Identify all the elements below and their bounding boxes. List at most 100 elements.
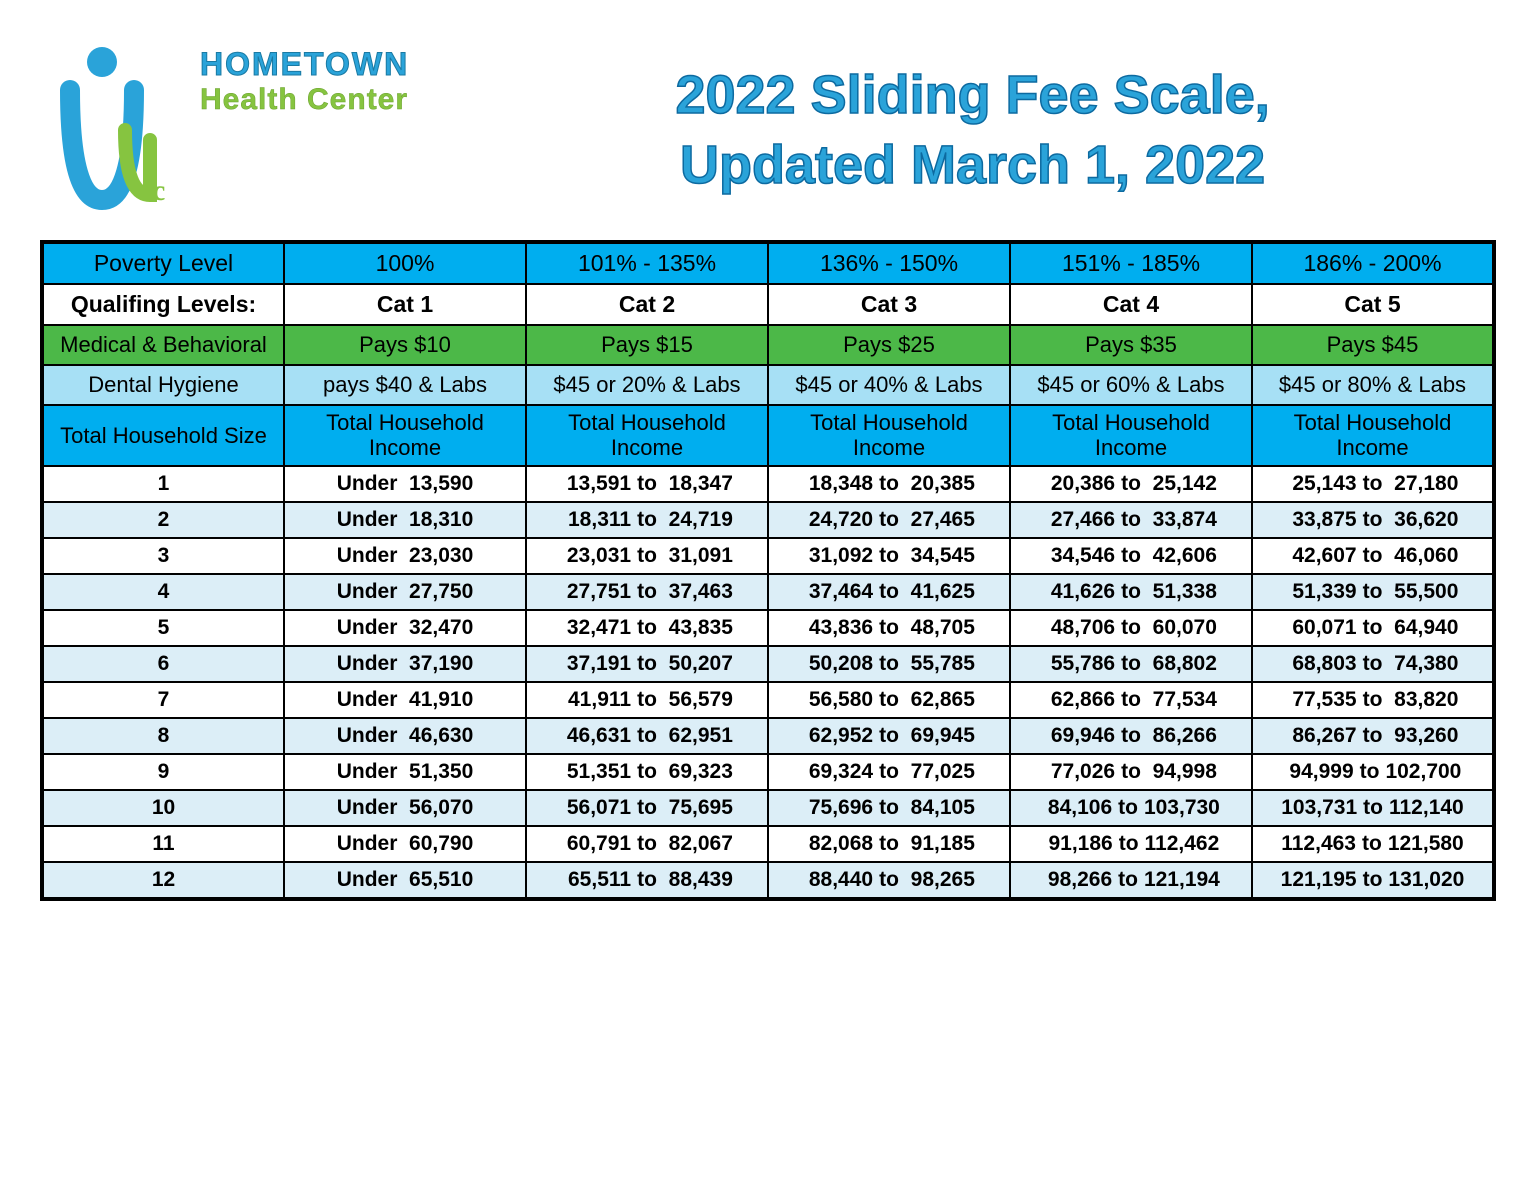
page-header: c HOMETOWN Health Center 2022 Sliding Fe…	[40, 40, 1496, 210]
svg-text:c: c	[152, 174, 165, 207]
income-under-cell: Under 41,910	[284, 682, 526, 718]
income-range-cell: 18,348to20,385	[768, 466, 1010, 502]
household-size-cell: 5	[42, 610, 284, 646]
income-range-cell: 65,511to88,439	[526, 862, 768, 899]
income-under-cell: Under 65,510	[284, 862, 526, 899]
table-row: 2Under 18,31018,311to24,71924,720to27,46…	[42, 502, 1494, 538]
qual-c3: Cat 3	[768, 284, 1010, 325]
income-range-cell: 121,195to131,020	[1252, 862, 1494, 899]
table-row: 1Under 13,59013,591to18,34718,348to20,38…	[42, 466, 1494, 502]
table-row: 12Under 65,51065,511to88,43988,440to98,2…	[42, 862, 1494, 899]
income-range-cell: 84,106to103,730	[1010, 790, 1252, 826]
qual-c4: Cat 4	[1010, 284, 1252, 325]
income-hdr-4: Total Household Income	[1010, 405, 1252, 466]
income-range-cell: 60,071to64,940	[1252, 610, 1494, 646]
income-hdr-5: Total Household Income	[1252, 405, 1494, 466]
income-hdr-1: Total Household Income	[284, 405, 526, 466]
income-range-cell: 91,186to112,462	[1010, 826, 1252, 862]
income-under-cell: Under 32,470	[284, 610, 526, 646]
income-range-cell: 24,720to27,465	[768, 502, 1010, 538]
income-range-cell: 37,464to41,625	[768, 574, 1010, 610]
poverty-c5: 186% - 200%	[1252, 242, 1494, 284]
income-range-cell: 18,311to24,719	[526, 502, 768, 538]
income-range-cell: 69,946to86,266	[1010, 718, 1252, 754]
income-range-cell: 33,875to36,620	[1252, 502, 1494, 538]
dental-c4: $45 or 60% & Labs	[1010, 365, 1252, 405]
income-range-cell: 41,626to51,338	[1010, 574, 1252, 610]
dental-c3: $45 or 40% & Labs	[768, 365, 1010, 405]
poverty-c1: 100%	[284, 242, 526, 284]
income-range-cell: 60,791to82,067	[526, 826, 768, 862]
poverty-c3: 136% - 150%	[768, 242, 1010, 284]
dental-c1: pays $40 & Labs	[284, 365, 526, 405]
income-under-cell: Under 23,030	[284, 538, 526, 574]
income-range-cell: 51,351to69,323	[526, 754, 768, 790]
household-size-cell: 12	[42, 862, 284, 899]
income-under-cell: Under 37,190	[284, 646, 526, 682]
poverty-level-label: Poverty Level	[42, 242, 284, 284]
income-range-cell: 34,546to42,606	[1010, 538, 1252, 574]
income-range-cell: 62,866to77,534	[1010, 682, 1252, 718]
med-c5: Pays $45	[1252, 325, 1494, 365]
med-c3: Pays $25	[768, 325, 1010, 365]
page-title: 2022 Sliding Fee Scale, Updated March 1,…	[449, 40, 1496, 200]
title-line1: 2022 Sliding Fee Scale,	[449, 60, 1496, 130]
table-row: 3Under 23,03023,031to31,09131,092to34,54…	[42, 538, 1494, 574]
income-range-cell: 112,463to121,580	[1252, 826, 1494, 862]
table-row: 5Under 32,47032,471to43,83543,836to48,70…	[42, 610, 1494, 646]
income-range-cell: 77,026to94,998	[1010, 754, 1252, 790]
row-dental-hygiene: Dental Hygiene pays $40 & Labs $45 or 20…	[42, 365, 1494, 405]
income-range-cell: 88,440to98,265	[768, 862, 1010, 899]
poverty-c2: 101% - 135%	[526, 242, 768, 284]
income-under-cell: Under 13,590	[284, 466, 526, 502]
household-size-cell: 2	[42, 502, 284, 538]
income-range-cell: 68,803to74,380	[1252, 646, 1494, 682]
income-under-cell: Under 60,790	[284, 826, 526, 862]
income-under-cell: Under 46,630	[284, 718, 526, 754]
income-range-cell: 75,696to84,105	[768, 790, 1010, 826]
household-size-cell: 6	[42, 646, 284, 682]
income-range-cell: 48,706to60,070	[1010, 610, 1252, 646]
dental-c2: $45 or 20% & Labs	[526, 365, 768, 405]
income-under-cell: Under 27,750	[284, 574, 526, 610]
table-row: 9Under 51,35051,351to69,32369,324to77,02…	[42, 754, 1494, 790]
table-row: 7Under 41,91041,911to56,57956,580to62,86…	[42, 682, 1494, 718]
med-c4: Pays $35	[1010, 325, 1252, 365]
household-size-cell: 1	[42, 466, 284, 502]
income-range-cell: 43,836to48,705	[768, 610, 1010, 646]
row-medical-behavioral: Medical & Behavioral Pays $10 Pays $15 P…	[42, 325, 1494, 365]
income-range-cell: 23,031to31,091	[526, 538, 768, 574]
dental-label: Dental Hygiene	[42, 365, 284, 405]
household-size-cell: 3	[42, 538, 284, 574]
income-under-cell: Under 51,350	[284, 754, 526, 790]
income-hdr-3: Total Household Income	[768, 405, 1010, 466]
income-range-cell: 86,267to93,260	[1252, 718, 1494, 754]
fee-scale-table: Poverty Level 100% 101% - 135% 136% - 15…	[40, 240, 1496, 901]
poverty-c4: 151% - 185%	[1010, 242, 1252, 284]
income-range-cell: 77,535to83,820	[1252, 682, 1494, 718]
household-size-cell: 9	[42, 754, 284, 790]
table-row: 10Under 56,07056,071to75,69575,696to84,1…	[42, 790, 1494, 826]
household-size-cell: 7	[42, 682, 284, 718]
income-range-cell: 27,466to33,874	[1010, 502, 1252, 538]
logo-block: c HOMETOWN Health Center	[40, 40, 409, 210]
logo-line1: HOMETOWN	[200, 46, 409, 83]
household-size-cell: 8	[42, 718, 284, 754]
med-c1: Pays $10	[284, 325, 526, 365]
income-under-cell: Under 56,070	[284, 790, 526, 826]
income-range-cell: 41,911to56,579	[526, 682, 768, 718]
medical-label: Medical & Behavioral	[42, 325, 284, 365]
income-range-cell: 25,143to27,180	[1252, 466, 1494, 502]
logo-icon: c	[40, 40, 190, 210]
qual-c5: Cat 5	[1252, 284, 1494, 325]
logo-line2: Health Center	[200, 83, 409, 117]
income-range-cell: 42,607to46,060	[1252, 538, 1494, 574]
income-range-cell: 50,208to55,785	[768, 646, 1010, 682]
income-range-cell: 37,191to50,207	[526, 646, 768, 682]
income-range-cell: 94,999to102,700	[1252, 754, 1494, 790]
table-row: 4Under 27,75027,751to37,46337,464to41,62…	[42, 574, 1494, 610]
income-hdr-2: Total Household Income	[526, 405, 768, 466]
qual-c1: Cat 1	[284, 284, 526, 325]
med-c2: Pays $15	[526, 325, 768, 365]
income-range-cell: 13,591to18,347	[526, 466, 768, 502]
